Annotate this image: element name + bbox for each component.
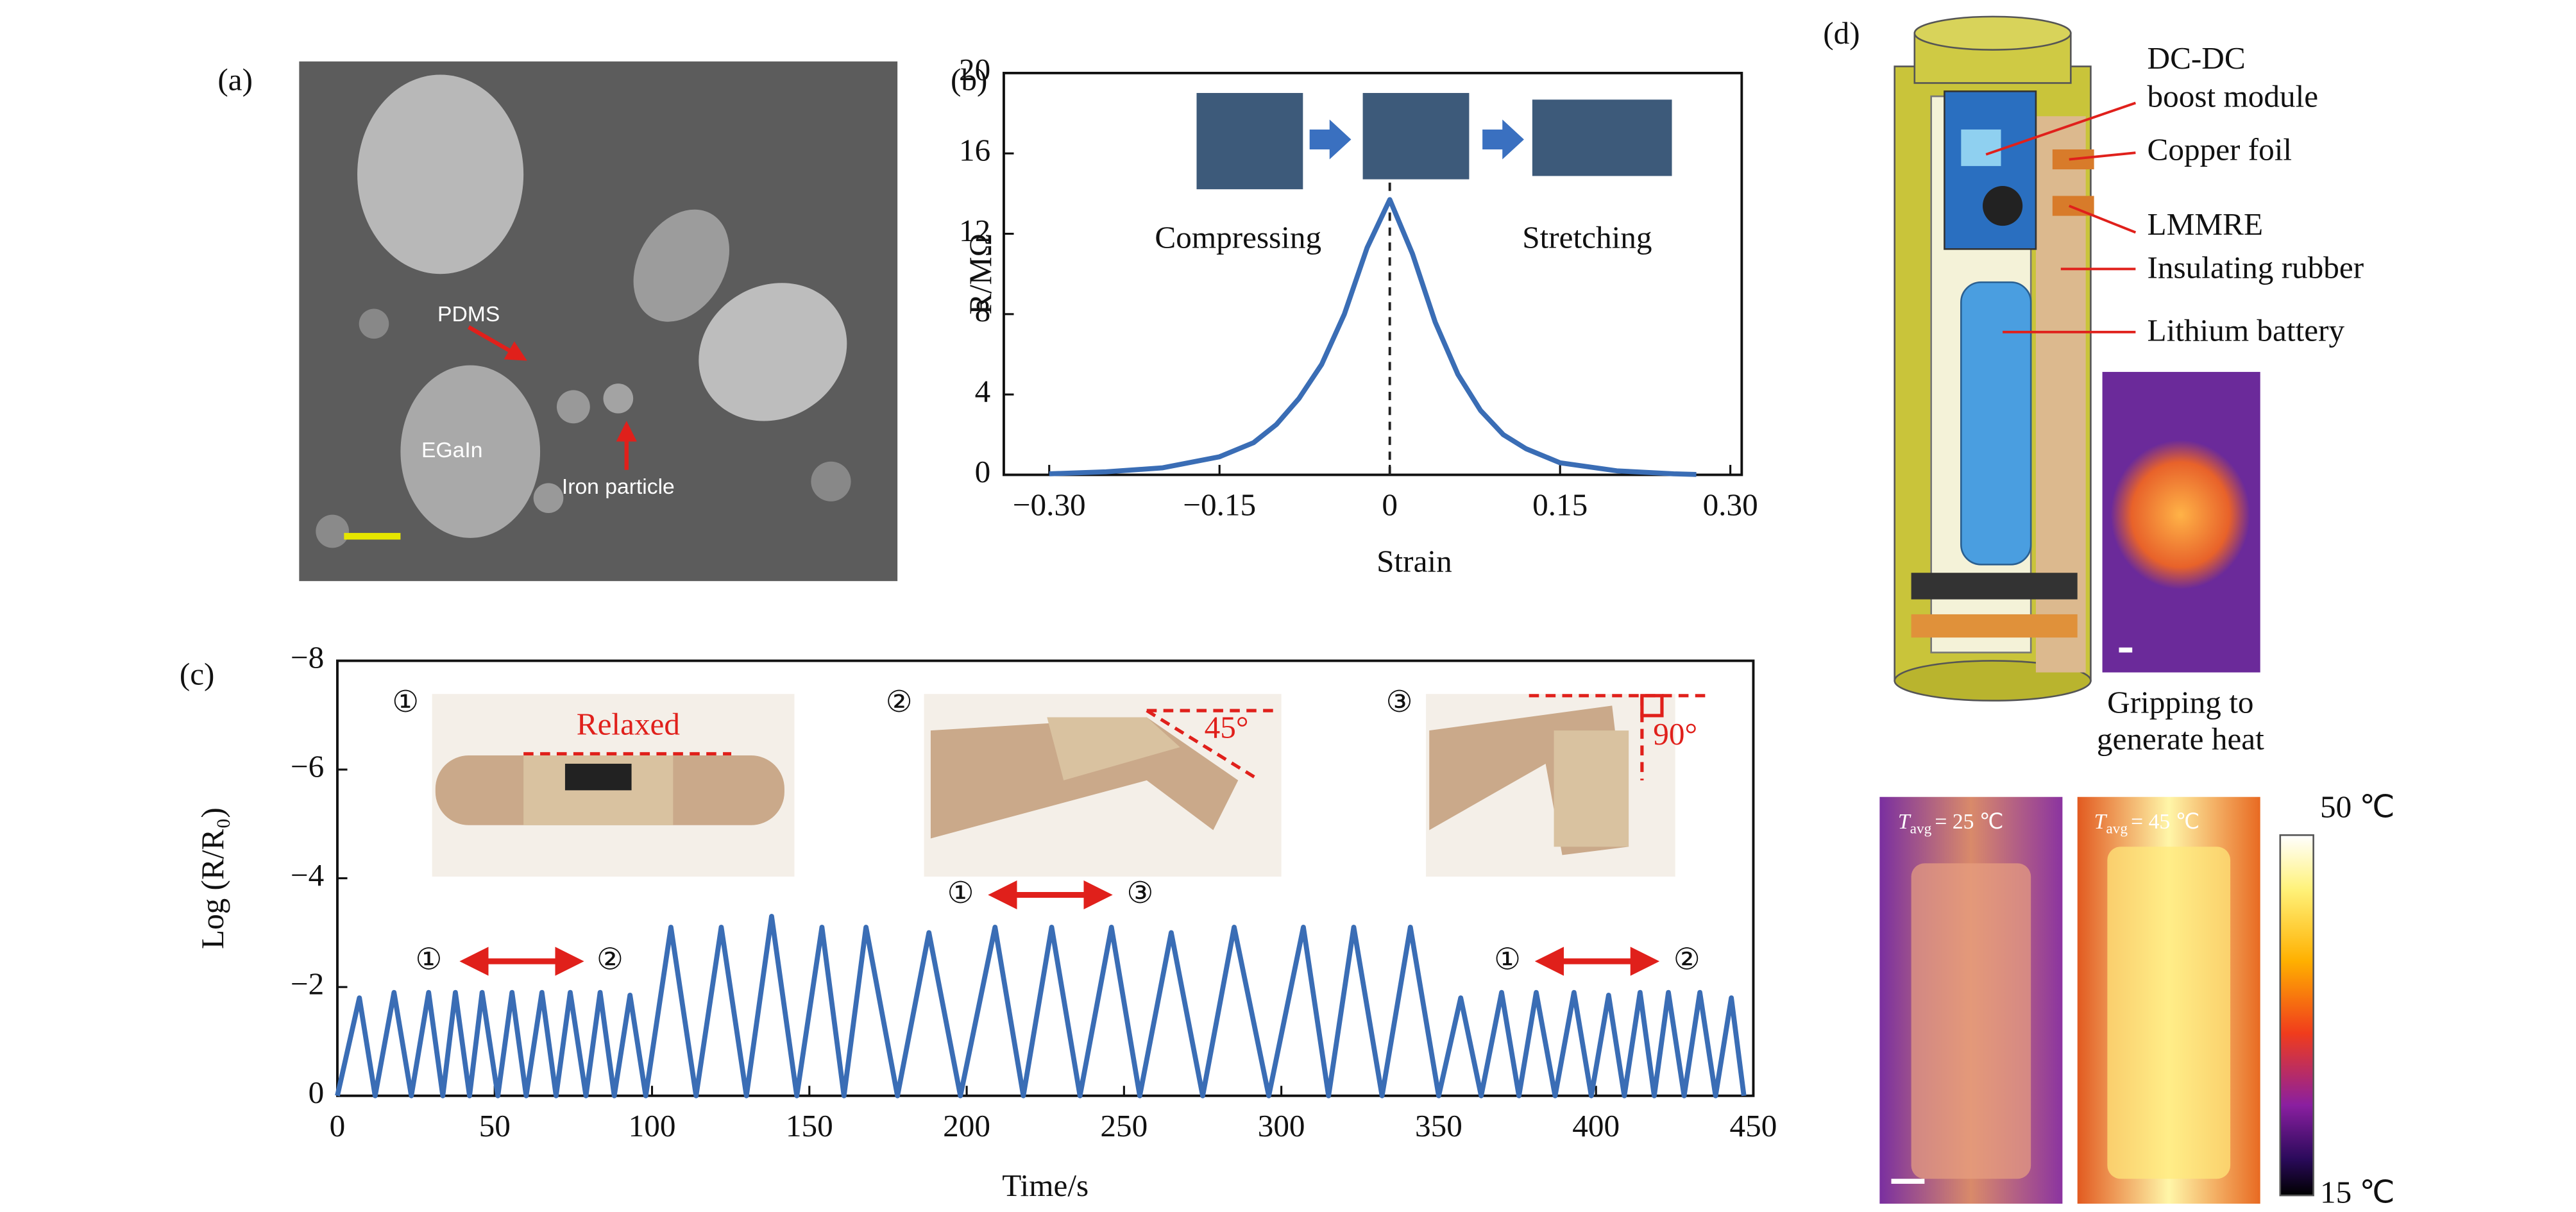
value: = 45 ℃ [2131, 810, 2199, 834]
x-tick-label: −0.30 [1013, 487, 1086, 523]
x-tick-label: 250 [1100, 1108, 1148, 1143]
annotation: PDMS [437, 303, 500, 326]
x-tick-label: 0.15 [1532, 487, 1588, 523]
thermal-label: Tavg = 25 ℃ [1898, 810, 2004, 837]
x-axis-label: Strain [1377, 544, 1452, 579]
x-tick-label: 350 [1415, 1108, 1462, 1143]
plot-frame [336, 659, 1755, 1097]
symbol: T [1898, 810, 1911, 834]
value: = 25 ℃ [1935, 810, 2003, 834]
device-drawing [1879, 15, 2314, 1204]
y-tick-label: 8 [975, 293, 991, 328]
annotation: Relaxed [577, 706, 680, 741]
annotation: ① [392, 684, 419, 719]
annotation: ① [1494, 942, 1521, 977]
annotation: Stretching [1522, 220, 1652, 255]
finger-photos [432, 694, 1712, 976]
y-tick-label: 16 [959, 133, 990, 168]
y-tick-label: 4 [975, 373, 991, 408]
x-tick-label: 100 [629, 1108, 676, 1143]
annotation: ② [886, 684, 913, 719]
y-axis-label: Log (R/R₀) [195, 807, 230, 949]
x-tick-label: 450 [1730, 1108, 1777, 1143]
subscript: avg [2106, 821, 2128, 837]
callout: LMMRE [2148, 206, 2264, 242]
annotation: ② [597, 942, 623, 977]
x-axis-label: Time/s [1002, 1168, 1089, 1203]
panel-label: (a) [217, 62, 253, 97]
y-axis-label: R/MΩ [963, 233, 998, 315]
annotation: ② [1674, 942, 1700, 977]
panel-label: (c) [180, 657, 215, 692]
caption: Gripping to [2107, 685, 2253, 720]
panel-label: (b) [951, 62, 987, 97]
x-tick-label: 50 [479, 1108, 511, 1143]
y-tick-label: −2 [291, 966, 324, 1001]
y-tick-label: −8 [291, 640, 324, 675]
x-tick-label: 200 [943, 1108, 990, 1143]
annotation: Compressing [1155, 220, 1321, 255]
annotation: EGaIn [421, 439, 482, 462]
x-tick-label: 0.30 [1703, 487, 1758, 523]
x-tick-label: 150 [786, 1108, 833, 1143]
callout: DC-DC [2148, 40, 2246, 76]
annotation: Iron particle [562, 475, 675, 499]
annotation: 90° [1653, 716, 1697, 752]
annotation: ① [416, 942, 443, 977]
x-tick-label: 0 [330, 1108, 346, 1143]
y-tick-label: −4 [291, 857, 324, 893]
subscript: avg [1910, 821, 1932, 837]
colorbar-label: 50 ℃ [2320, 789, 2395, 825]
annotation: ① [947, 875, 974, 910]
colorbar-label: 15 ℃ [2320, 1174, 2395, 1209]
panel-label: (d) [1823, 15, 1860, 51]
callout: Insulating rubber [2148, 249, 2364, 285]
plot-frame [1003, 71, 1743, 476]
annotation: ③ [1386, 684, 1413, 719]
data-line [1049, 197, 1697, 477]
callout: Copper foil [2148, 132, 2292, 167]
x-tick-label: 300 [1258, 1108, 1305, 1143]
y-tick-label: 12 [959, 213, 990, 248]
y-tick-label: 20 [959, 52, 990, 87]
y-tick-label: −6 [291, 748, 324, 784]
x-tick-label: 0 [1382, 487, 1398, 523]
annotation: ③ [1126, 875, 1153, 910]
y-tick-label: 0 [975, 454, 991, 489]
y-tick-label: 0 [309, 1075, 325, 1110]
annotation: 45° [1205, 709, 1249, 745]
x-tick-label: −0.15 [1183, 487, 1256, 523]
sem-image [299, 61, 898, 582]
strain-inset [1196, 92, 1672, 190]
data-line [335, 914, 1747, 1098]
thermal-label: Tavg = 45 ℃ [2094, 810, 2200, 837]
callout: Lithium battery [2148, 313, 2345, 348]
symbol: T [2094, 810, 2108, 834]
x-tick-label: 400 [1572, 1108, 1620, 1143]
callout: boost module [2148, 79, 2319, 114]
caption: generate heat [2097, 721, 2264, 757]
